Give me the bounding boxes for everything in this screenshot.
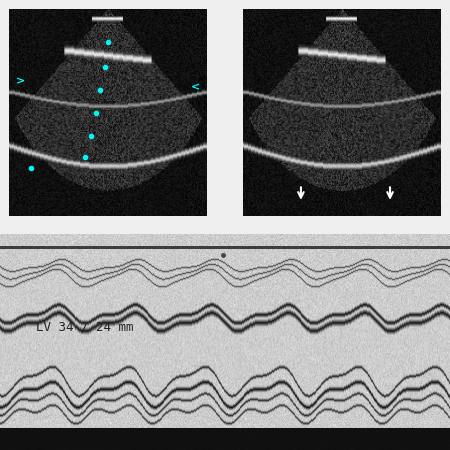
Text: >: > [15,76,25,86]
Text: LV 34 / 24 mm: LV 34 / 24 mm [36,321,134,334]
Text: <: < [191,83,200,93]
